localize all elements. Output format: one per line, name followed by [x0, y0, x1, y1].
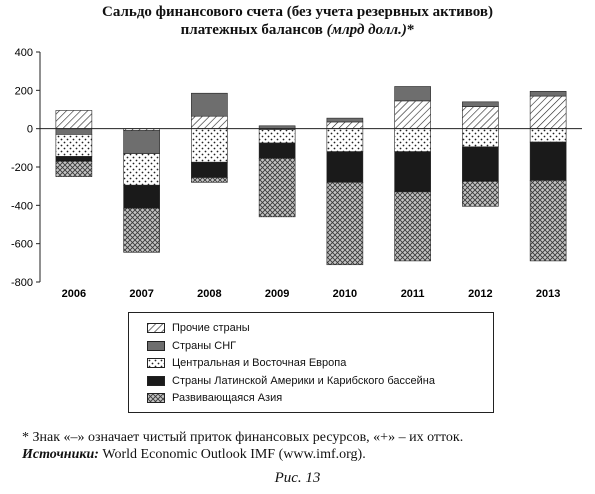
bar-segment — [462, 101, 499, 107]
bar-segment — [55, 134, 93, 157]
bar-segment — [55, 160, 93, 177]
bar-segment — [326, 182, 364, 266]
sources-line: Источники: World Economic Outlook IMF (w… — [22, 447, 366, 463]
bar-segment — [529, 95, 567, 129]
bar-segment — [191, 128, 228, 163]
bar-segment — [529, 180, 567, 262]
bar-segment — [326, 151, 364, 183]
chart-title-line2: платежных балансов (млрд долл.)* — [0, 21, 595, 39]
legend-swatch — [147, 323, 165, 333]
legend-label: Прочие страны — [172, 322, 250, 334]
y-tick-label: 400 — [15, 47, 33, 59]
legend-swatch — [147, 375, 165, 386]
bar-segment — [123, 130, 160, 154]
bar-segment — [191, 177, 228, 183]
legend-item: Страны Латинской Америки и Карибского ба… — [147, 374, 435, 388]
x-tick-label: 2006 — [62, 288, 86, 300]
bar-segment — [394, 128, 431, 152]
bar-segment — [55, 110, 93, 129]
bar-segment — [258, 142, 296, 159]
x-tick-label: 2013 — [536, 288, 560, 300]
legend-item: Центральная и Восточная Европа — [147, 356, 346, 370]
legend-swatch — [147, 393, 165, 403]
chart-unit-label: (млрд долл.) — [326, 22, 407, 38]
legend-label: Страны СНГ — [172, 339, 237, 352]
bar-segment — [394, 86, 431, 102]
bar-segment — [55, 128, 93, 135]
bar-segment — [258, 129, 296, 144]
legend-item: Развивающаяся Азия — [147, 391, 282, 405]
bar-segment — [462, 146, 499, 182]
x-tick-label: 2008 — [197, 288, 221, 300]
y-tick-label: 0 — [27, 124, 33, 136]
x-tick-label: 2007 — [129, 288, 153, 300]
bar-segment — [191, 115, 228, 129]
x-tick-label: 2011 — [401, 288, 425, 300]
bar-segment — [55, 156, 93, 162]
stacked-bar-chart: 400 200 0 -200 -400 -600 -800 2006 2007 2008 2009 2… — [11, 47, 582, 300]
sources-label: Источники: — [22, 447, 99, 462]
bar-segment — [529, 128, 567, 143]
legend-label: Развивающаяся Азия — [172, 392, 283, 404]
x-tick-label: 2012 — [468, 288, 492, 300]
y-tick-label: -400 — [11, 200, 33, 212]
bar-segment — [462, 106, 499, 129]
footnote: * Знак «–» означает чистый приток финанс… — [22, 430, 464, 445]
bar-segment — [191, 92, 228, 117]
bar-segment — [123, 184, 160, 209]
legend-label: Страны Латинской Америки и Карибского ба… — [172, 374, 435, 387]
chart-title: Сальдо финансового счета (без учета резе… — [102, 4, 493, 20]
bar-segment — [326, 117, 364, 123]
bar-segment — [394, 100, 431, 129]
y-tick-label: 200 — [15, 85, 33, 97]
x-tick-label: 2010 — [333, 288, 357, 300]
legend-item: Страны СНГ — [147, 339, 236, 353]
bar-segment — [123, 207, 160, 253]
bar-segment — [394, 151, 431, 193]
legend-item: Прочие страны — [147, 321, 250, 335]
legend-swatch — [147, 340, 165, 351]
y-tick-label: -600 — [11, 239, 33, 251]
bar-segment — [462, 128, 499, 148]
bar-segment — [529, 141, 567, 181]
chart-title-main: платежных балансов — [180, 22, 323, 38]
x-tick-label: 2009 — [265, 288, 289, 300]
footnote-marker: * — [406, 22, 415, 38]
legend: Прочие страны Страны СНГ Центральная и Вос… — [128, 312, 494, 413]
plot-area: 400 200 0 -200 -400 -600 -800 2006 2007 2008 2009 2… — [11, 47, 582, 300]
y-tick-label: -800 — [11, 277, 33, 289]
bar-segment — [123, 153, 160, 186]
bar-segment — [529, 90, 567, 97]
bar-segment — [394, 191, 431, 262]
y-tick-label: -200 — [11, 162, 33, 174]
bar-segment — [462, 181, 499, 207]
legend-label: Центральная и Восточная Европа — [172, 357, 347, 369]
legend-swatch — [147, 358, 165, 368]
bar-segment — [326, 128, 364, 152]
bar-segment — [258, 158, 296, 218]
bar-segment — [191, 161, 228, 178]
sources-text: World Economic Outlook IMF (www.imf.org)… — [102, 447, 366, 462]
bar-segment — [326, 121, 364, 129]
figure-caption: Рис. 13 — [274, 470, 321, 486]
